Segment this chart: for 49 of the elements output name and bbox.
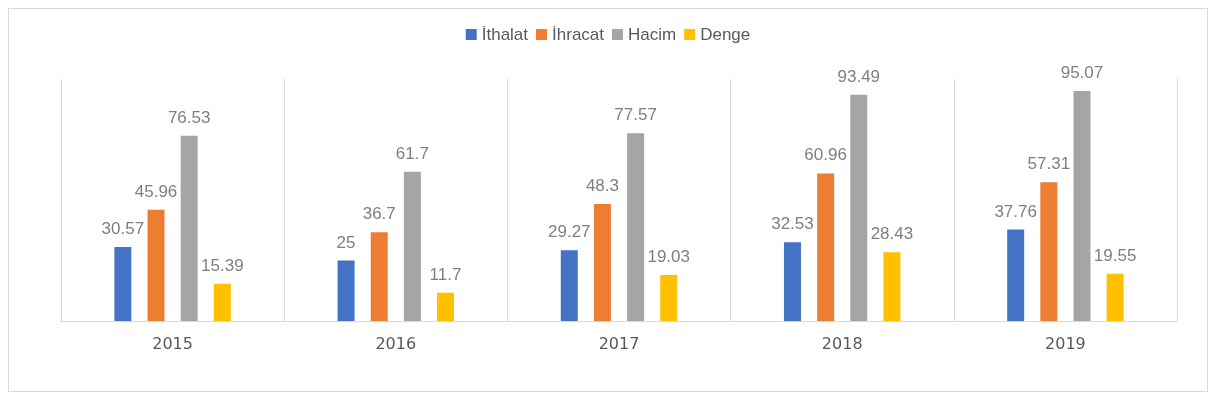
bar (437, 292, 455, 321)
data-label: 37.76 (994, 201, 1037, 221)
data-label: 19.03 (647, 246, 690, 266)
data-label: 77.57 (614, 105, 657, 125)
legend-label: İhracat (552, 25, 605, 44)
data-label: 61.7 (395, 143, 429, 163)
legend-label: Hacim (628, 25, 677, 44)
legend-label: İthalat (481, 25, 529, 44)
bar (850, 94, 868, 321)
bar (1106, 273, 1124, 321)
legend-label: Denge (700, 25, 751, 44)
data-label: 60.96 (804, 145, 847, 165)
data-label: 45.96 (134, 181, 178, 201)
x-tick-label: 2018 (821, 333, 863, 353)
bar (147, 209, 165, 321)
bar (560, 250, 578, 321)
x-tick-label: 2017 (598, 333, 640, 353)
x-tick-label: 2019 (1045, 333, 1086, 353)
bar (1073, 90, 1091, 321)
bar (883, 252, 901, 321)
data-label: 19.55 (1093, 245, 1137, 265)
bar (593, 204, 611, 321)
bar (783, 242, 801, 321)
data-label: 36.7 (362, 204, 396, 224)
bar (337, 260, 355, 321)
bar (403, 171, 421, 321)
x-tick-label: 2016 (375, 333, 417, 353)
bar (213, 283, 231, 321)
data-label: 15.39 (201, 255, 244, 275)
bar (1040, 182, 1058, 321)
data-label: 57.31 (1027, 154, 1071, 174)
bar (370, 232, 388, 321)
data-label: 93.49 (837, 66, 881, 86)
data-label: 28.43 (870, 224, 914, 244)
data-label: 25 (336, 232, 356, 252)
bar (114, 247, 132, 321)
data-label: 11.7 (429, 264, 462, 284)
bar (1007, 229, 1025, 321)
data-label: 30.57 (101, 219, 145, 239)
data-label: 29.27 (548, 222, 591, 242)
bar (627, 133, 645, 321)
data-label: 95.07 (1060, 62, 1104, 82)
data-label: 76.53 (167, 107, 211, 127)
bar (660, 274, 678, 321)
bar (180, 135, 198, 321)
data-label: 32.53 (771, 214, 814, 234)
bar (817, 173, 835, 321)
data-label: 48.3 (585, 176, 619, 196)
x-tick-label: 2015 (152, 333, 193, 353)
